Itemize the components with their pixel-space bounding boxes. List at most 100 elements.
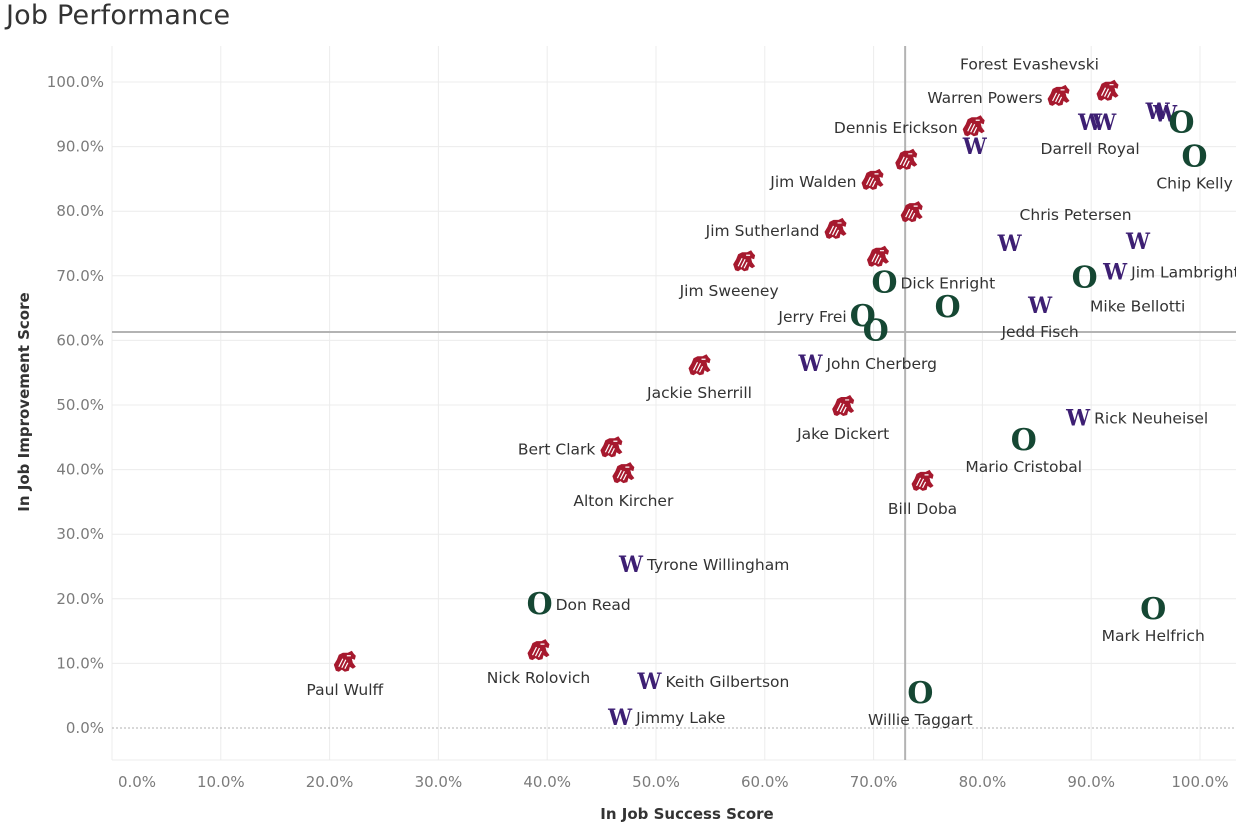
point-label: Don Read: [556, 596, 631, 614]
point-label: Dennis Erickson: [834, 119, 958, 137]
point-label: Rick Neuheisel: [1094, 409, 1208, 427]
o-logo-icon: O: [907, 676, 933, 711]
o-logo-icon: O: [863, 314, 889, 349]
cougar-logo-detail: [604, 440, 618, 455]
cougar-logo-detail: [899, 153, 913, 168]
data-point: Bill Doba: [888, 469, 957, 518]
point-label: Bill Doba: [888, 500, 957, 518]
w-logo-icon: W: [618, 552, 643, 578]
data-point: Jackie Sherrill: [646, 354, 752, 402]
data-point: Alton Kircher: [573, 462, 674, 510]
x-tick-label: 30.0%: [415, 773, 463, 791]
point-label: Jackie Sherrill: [646, 384, 752, 402]
data-point: W Rick Neuheisel: [1065, 405, 1208, 431]
data-point: O: [935, 290, 961, 325]
w-logo-icon: W: [1091, 110, 1116, 136]
point-label: Willie Taggart: [868, 711, 973, 729]
cougar-logo-detail: [836, 399, 850, 414]
w-logo-icon: W: [1077, 110, 1102, 136]
chart-title: Job Performance: [6, 0, 231, 31]
w-logo-icon: W: [962, 134, 987, 160]
data-point: W Darrell Royal: [1041, 110, 1140, 158]
y-tick-label: 10.0%: [56, 654, 104, 672]
data-point: Jake Dickert: [796, 394, 889, 443]
point-label: Tyrone Willingham: [646, 556, 789, 574]
y-tick-label: 30.0%: [56, 525, 104, 543]
point-label: Bert Clark: [518, 440, 596, 458]
data-point: W Chris Petersen: [997, 206, 1132, 257]
w-logo-icon: W: [997, 231, 1022, 257]
o-logo-icon: O: [871, 265, 897, 300]
x-tick-label: 10.0%: [197, 773, 245, 791]
data-point: W: [962, 134, 987, 160]
o-logo-icon: O: [1182, 139, 1208, 174]
cougar-logo-detail: [916, 474, 929, 489]
point-label: John Cherberg: [825, 355, 937, 373]
data-point: Forest Evashevski: [960, 56, 1119, 101]
data-point: W Jimmy Lake: [607, 705, 725, 731]
data-point: Nick Rolovich: [487, 639, 590, 687]
y-tick-label: 70.0%: [56, 267, 104, 285]
data-point: O Don Read: [527, 587, 631, 622]
y-tick-label: 80.0%: [56, 202, 104, 220]
cougar-logo-detail: [338, 655, 351, 670]
point-label: Dick Enright: [900, 274, 995, 292]
data-point: Dennis Erickson: [834, 115, 985, 137]
o-logo-icon: O: [850, 299, 876, 334]
data-point: O: [1169, 106, 1195, 141]
x-tick-label: 50.0%: [632, 773, 680, 791]
data-point: W Tyrone Willingham: [618, 552, 789, 578]
y-tick-label: 0.0%: [66, 719, 104, 737]
data-point: W: [1091, 110, 1116, 136]
data-point: O Dick Enright: [871, 265, 995, 300]
w-logo-icon: W: [1065, 405, 1090, 431]
w-logo-icon: W: [1145, 99, 1170, 125]
o-logo-icon: O: [1072, 261, 1098, 296]
o-logo-icon: O: [1011, 423, 1037, 458]
w-logo-icon: W: [1152, 102, 1177, 128]
point-label: Jerry Frei: [777, 308, 846, 326]
data-point: W: [1152, 102, 1177, 128]
data-point: Jim Walden: [769, 168, 884, 191]
point-label: Jake Dickert: [796, 425, 889, 443]
o-logo-icon: O: [935, 290, 961, 325]
x-tick-label: 100.0%: [1171, 773, 1228, 791]
x-tick-label: 0.0%: [118, 773, 156, 791]
data-point: Warren Powers: [927, 84, 1070, 107]
x-tick-label: 60.0%: [741, 773, 789, 791]
cougar-logo-detail: [905, 205, 918, 220]
data-point: [895, 148, 918, 170]
y-tick-label: 100.0%: [47, 73, 104, 91]
x-axis-title: In Job Success Score: [600, 805, 773, 823]
x-axis-ticks: 0.0% 10.0% 20.0% 30.0% 40.0% 50.0% 60.0% 70.0% 8…: [118, 773, 1229, 791]
y-tick-label: 50.0%: [56, 396, 104, 414]
data-point: O: [863, 314, 889, 349]
w-logo-icon: W: [1125, 229, 1150, 255]
point-label: Mike Bellotti: [1090, 298, 1185, 316]
point-label: Mark Helfrich: [1102, 627, 1205, 645]
o-logo-icon: O: [1140, 592, 1166, 627]
point-label: Jimmy Lake: [635, 709, 725, 727]
cougar-logo-detail: [828, 222, 842, 237]
gridlines: [111, 46, 1236, 761]
x-tick-label: 90.0%: [1067, 773, 1115, 791]
cougar-logo-detail: [865, 173, 879, 188]
point-label: Paul Wulff: [306, 681, 383, 699]
data-point: Paul Wulff: [306, 650, 384, 699]
data-point: W: [1125, 229, 1150, 255]
o-logo-icon: O: [527, 587, 553, 622]
data-point: W John Cherberg: [798, 351, 937, 377]
point-label: Jim Sweeney: [679, 282, 779, 300]
data-point: Jim Sutherland: [705, 217, 847, 240]
point-label: Darrell Royal: [1041, 140, 1140, 158]
data-point: W Jim Lambright: [1102, 259, 1236, 285]
data-point: O Mike Bellotti: [1072, 261, 1186, 316]
cougar-logo-detail: [692, 358, 706, 373]
w-logo-icon: W: [798, 351, 823, 377]
point-label: Chip Kelly: [1156, 174, 1232, 192]
point-label: Jim Sutherland: [705, 222, 820, 240]
